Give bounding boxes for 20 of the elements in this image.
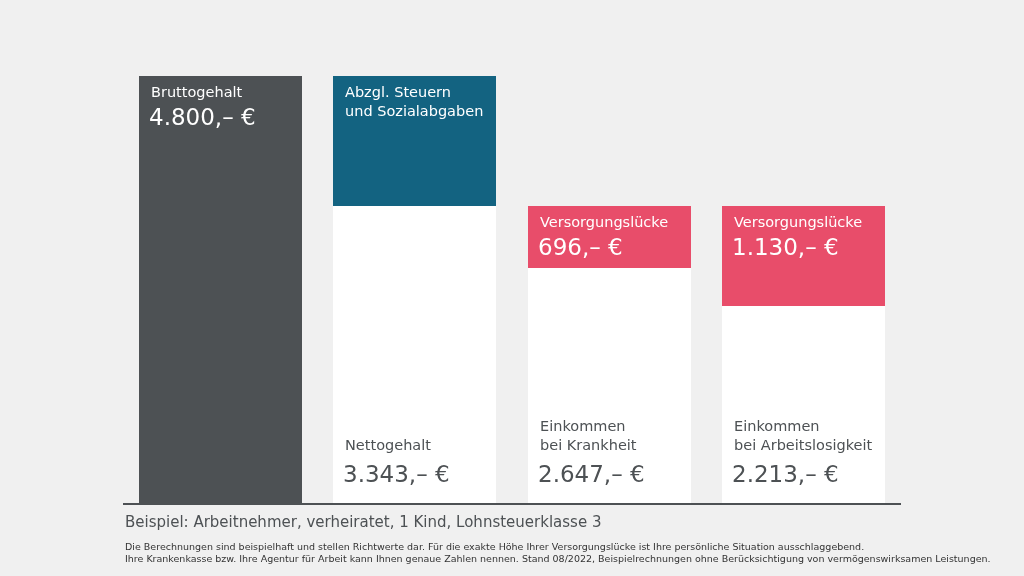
text: Versorgungslücke	[734, 214, 863, 230]
data-label: 696,– €	[538, 234, 623, 260]
series-label: Einkommen bei Arbeitslosigkeit	[734, 418, 873, 453]
data-label: 4.800,– €	[149, 104, 256, 130]
series-label: Einkommen bei Krankheit	[540, 418, 637, 453]
bar	[527, 267, 691, 503]
bar	[333, 205, 497, 503]
bar	[722, 306, 886, 503]
data-label: 3.343,– €	[343, 461, 450, 487]
text: Die Berechnungen sind beispielhaft und stellen Richtwerte dar. Für die exakte Höhe Ihrer Versorgungslücke ist Ihre persönliche Situation ausschlaggebend. Ihre Krankenkasse bzw. Ihre Agentur für Arbeit kann Ihnen genaue Zahlen nennen. Stand 08/2022, Beispielrechnungen ohne Berücksichtigung von vermögenswirksamen Leistungen.	[125, 541, 991, 565]
data-label: 2.647,– €	[538, 461, 645, 487]
series-label: Versorgungslücke	[540, 214, 669, 230]
series-label: Nettogehalt	[345, 437, 432, 453]
bar	[722, 205, 886, 307]
series-label: Bruttogehalt	[151, 84, 243, 100]
data-label: 2.213,– €	[732, 461, 839, 487]
bar	[333, 76, 497, 206]
series-label: Abzgl. Steuern und Sozialabgaben	[345, 84, 484, 119]
data-label: 1.130,– €	[732, 234, 839, 260]
text: Beispiel: Arbeitnehmer, verheiratet, 1 Kind, Lohnsteuerklasse 3	[125, 513, 602, 531]
